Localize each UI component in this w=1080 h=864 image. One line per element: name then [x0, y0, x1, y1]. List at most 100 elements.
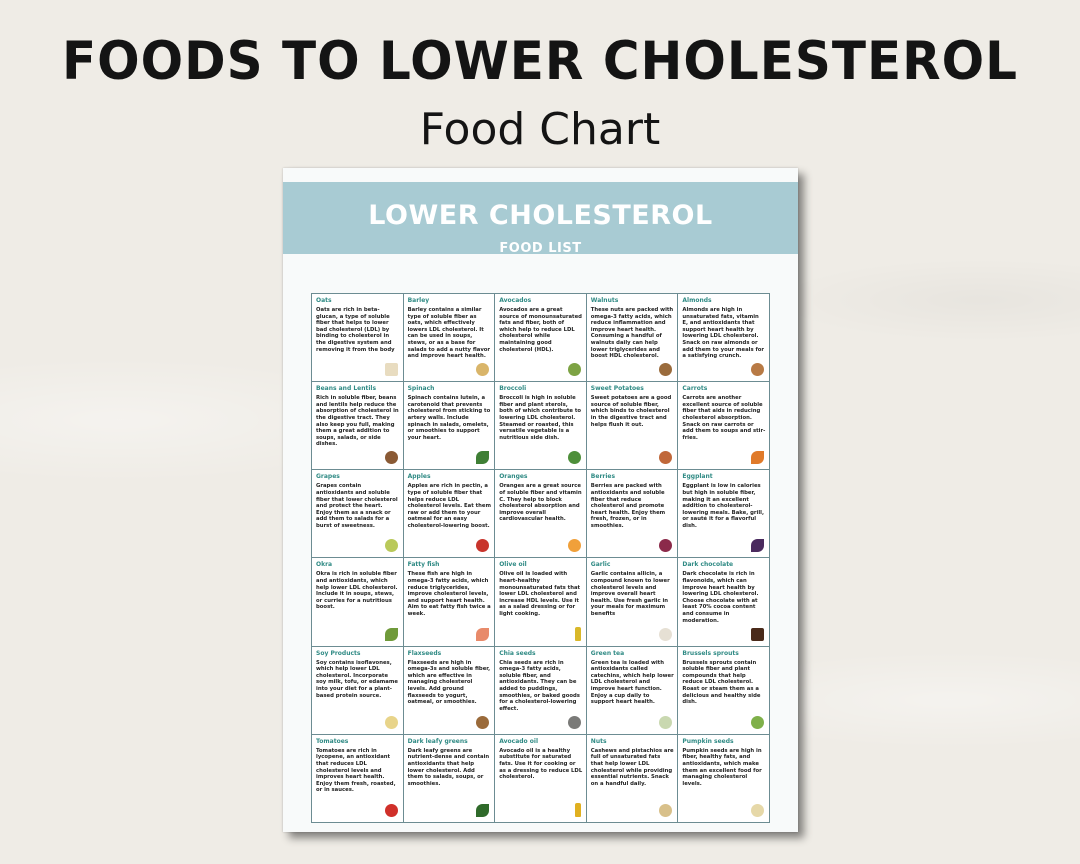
soy-icon — [384, 715, 398, 729]
leafy-greens-icon — [476, 803, 490, 817]
food-description: Grapes contain antioxidants and soluble … — [316, 483, 398, 529]
food-cell: Avocado oil Avocado oil is a healthy subs… — [495, 734, 587, 823]
food-cell: Pumpkin seeds Pumpkin seeds are high in f… — [678, 734, 770, 823]
food-description: Avocados are a great source of monounsat… — [499, 307, 582, 353]
food-name: Dark chocolate — [682, 561, 734, 569]
eggplant-icon — [750, 539, 764, 553]
food-cell: Brussels sprouts Brussels sprouts contain… — [678, 646, 770, 735]
broccoli-icon — [567, 451, 581, 465]
apple-icon — [476, 539, 490, 553]
food-description: Dark chocolate is rich in flavonoids, wh… — [682, 571, 759, 624]
food-description: Soy contains isoflavones, which help low… — [316, 659, 398, 699]
pumpkin-seeds-icon — [750, 803, 764, 817]
food-name: Barley — [407, 297, 430, 304]
food-cell: Broccoli Broccoli is high in soluble fibe… — [495, 382, 587, 471]
food-description: Spinach contains lutein, a carotenoid th… — [407, 395, 491, 441]
food-description: Brussels sprouts contain soluble fiber a… — [682, 659, 761, 706]
food-cell: Oranges Oranges are a great source of sol… — [495, 470, 587, 559]
food-grid: Oats Oats are rich in beta-glucan, a type… — [311, 293, 770, 823]
food-cell: Dark chocolate Dark chocolate is rich in … — [678, 558, 770, 647]
food-cell: Dark leafy greens Dark leafy greens are n… — [403, 734, 496, 823]
food-cell: Spinach Spinach contains lutein, a carote… — [403, 382, 496, 471]
food-description: Berries are packed with antioxidants and… — [590, 483, 666, 529]
food-name: Almonds — [682, 297, 712, 304]
food-description: Pumpkin seeds are high in fiber, healthy… — [682, 747, 762, 787]
food-description: Green tea is loaded with antioxidants ca… — [590, 659, 674, 706]
food-cell: Apples Apples are rich in pectin, a type … — [403, 470, 496, 559]
food-name: Grapes — [316, 473, 340, 481]
chocolate-icon — [750, 627, 764, 641]
food-name: Spinach — [407, 385, 435, 393]
food-cell: Grapes Grapes contain antioxidants and so… — [312, 470, 404, 559]
food-description: Olive oil is loaded with heart-healthy m… — [499, 571, 581, 618]
food-description: Flaxseeds are high in omega-3s and solub… — [407, 659, 491, 706]
food-cell: Olive oil Olive oil is loaded with heart-… — [495, 558, 587, 647]
food-name: Chia seeds — [499, 649, 536, 657]
food-name: Broccoli — [499, 385, 527, 393]
berries-icon — [659, 539, 673, 553]
green-tea-icon — [659, 715, 673, 729]
food-description: Broccoli is high in soluble fiber and pl… — [499, 395, 581, 441]
food-description: Eggplant is low in calories but high in … — [682, 483, 764, 529]
food-name: Tomatoes — [316, 737, 349, 745]
food-cell: Flaxseeds Flaxseeds are high in omega-3s … — [403, 646, 496, 735]
food-name: Fatty fish — [407, 561, 440, 569]
food-cell: Walnuts These nuts are packed with omega-… — [586, 294, 679, 383]
orange-icon — [567, 539, 581, 553]
flaxseed-icon — [476, 715, 490, 729]
food-description: Sweet potatoes are a good source of solu… — [590, 395, 672, 428]
walnut-icon — [659, 363, 673, 377]
food-name: Beans and Lentils — [316, 385, 377, 393]
sheet-banner: LOWER CHOLESTEROL FOOD LIST — [283, 182, 798, 256]
tomato-icon — [384, 803, 398, 817]
food-cell: Carrots Carrots are another excellent sou… — [678, 382, 770, 471]
avocado-oil-icon — [574, 802, 581, 817]
food-cell: Eggplant Eggplant is low in calories but … — [678, 470, 770, 559]
food-name: Pumpkin seeds — [682, 737, 734, 745]
food-name: Avocados — [499, 297, 532, 304]
food-name: Olive oil — [499, 561, 527, 569]
barley-icon — [476, 363, 490, 377]
brussels-sprouts-icon — [750, 715, 764, 729]
food-description: These fish are high in omega-3 fatty aci… — [407, 571, 491, 618]
grapes-icon — [384, 539, 398, 553]
spinach-icon — [476, 451, 490, 465]
food-description: Oats are rich in beta-glucan, a type of … — [316, 307, 395, 353]
nuts-icon — [659, 803, 673, 817]
food-name: Flaxseeds — [407, 649, 442, 657]
food-cell: Avocados Avocados are a great source of m… — [495, 294, 587, 383]
food-name: Oranges — [499, 473, 528, 481]
food-name: Okra — [316, 561, 333, 569]
food-cell: Sweet Potatoes Sweet potatoes are a good … — [586, 382, 679, 471]
food-cell: Barley Barley contains a similar type of … — [403, 294, 496, 383]
food-cell: Garlic Garlic contains allicin, a compoun… — [586, 558, 679, 647]
almond-icon — [750, 363, 764, 377]
avocado-icon — [567, 363, 581, 377]
food-description: Garlic contains allicin, a compound know… — [590, 571, 670, 618]
food-name: Nuts — [590, 737, 607, 745]
page-title: FOODS TO LOWER CHOLESTEROL — [61, 30, 1019, 92]
food-name: Berries — [590, 473, 616, 481]
food-name: Dark leafy greens — [407, 737, 468, 745]
food-description: Chia seeds are rich in omega-3 fatty aci… — [499, 659, 580, 712]
food-description: Cashews and pistachios are full of unsat… — [590, 747, 674, 787]
food-cell: Nuts Cashews and pistachios are full of u… — [586, 734, 679, 823]
food-name: Brussels sprouts — [682, 649, 739, 657]
food-cell: Soy Products Soy contains isoflavones, wh… — [312, 646, 404, 735]
food-description: Apples are rich in pectin, a type of sol… — [407, 483, 492, 529]
food-description: These nuts are packed with omega-3 fatty… — [590, 307, 674, 360]
food-name: Green tea — [590, 649, 625, 657]
garlic-icon — [659, 627, 673, 641]
food-name: Walnuts — [590, 297, 619, 304]
food-description: Almonds are high in unsaturated fats, vi… — [682, 307, 765, 360]
okra-icon — [384, 627, 398, 641]
food-name: Oats — [316, 297, 332, 304]
food-cell: Berries Berries are packed with antioxida… — [586, 470, 679, 559]
food-list-sheet: LOWER CHOLESTEROL FOOD LIST Oats Oats are… — [283, 168, 798, 832]
food-name: Garlic — [590, 561, 611, 569]
food-name: Soy Products — [316, 649, 361, 657]
food-description: Oranges are a great source of soluble fi… — [499, 483, 582, 523]
food-name: Eggplant — [682, 473, 713, 481]
food-cell: Almonds Almonds are high in unsaturated f… — [678, 294, 770, 383]
food-description: Carrots are another excellent source of … — [682, 395, 766, 441]
